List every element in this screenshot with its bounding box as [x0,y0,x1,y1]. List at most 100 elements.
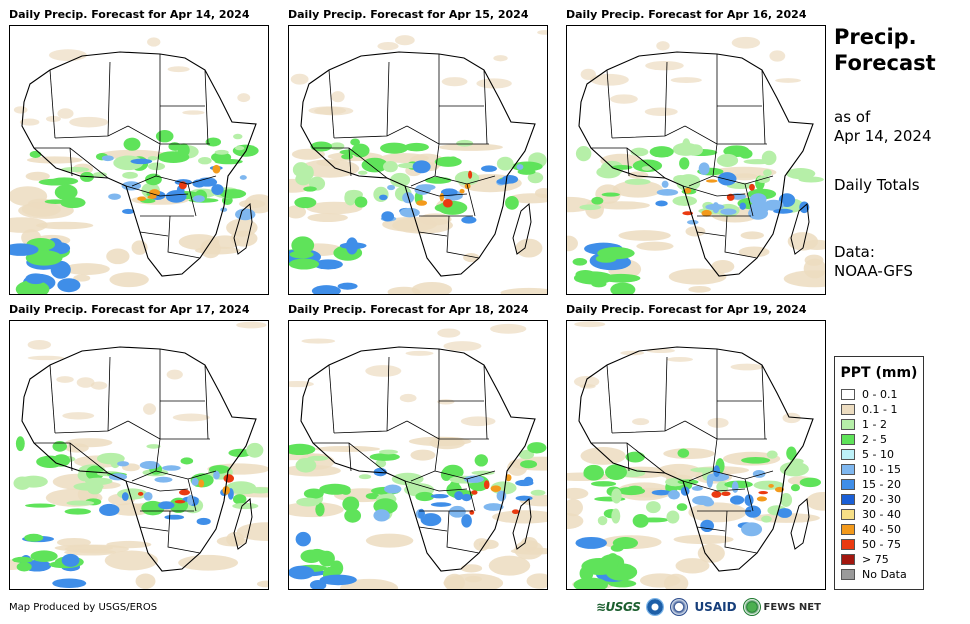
precip-ocean-band [581,558,618,576]
precip-moderate [289,443,316,456]
country-border [139,526,169,532]
precip-ocean-band [311,285,341,294]
precip-extreme [701,209,712,217]
precip-moderate [471,470,495,476]
panel-title-1: Daily Precip. Forecast for Apr 14, 2024 [9,8,250,21]
precip-extreme [223,474,235,483]
precip-moderate [198,157,212,165]
precip-moderate [404,142,429,152]
precip-heavy [420,513,442,527]
precip-heavy [412,160,431,174]
precip-light [56,376,74,383]
precip-extreme [212,164,221,174]
precip-light [707,417,729,428]
precip-moderate [786,446,797,461]
precip-light [688,502,747,523]
precip-moderate [246,442,264,458]
precip-moderate [60,166,90,173]
precip-moderate [741,456,771,464]
precip-heavy [777,508,793,518]
precip-moderate [232,494,247,505]
precip-moderate [520,460,538,469]
precip-heavy [379,194,388,201]
precip-heavy [712,202,720,214]
africa-map [10,37,268,294]
precip-light [147,37,161,47]
precip-light [441,77,468,87]
precip-moderate [798,176,824,183]
precip-light [62,412,95,420]
precip-moderate [679,157,690,170]
legend-item: > 75 [835,552,923,567]
precip-moderate [15,436,25,452]
precip-ocean-band [25,250,63,266]
precip-moderate [29,150,42,158]
precip-moderate [247,487,268,494]
precip-light [580,447,626,465]
precip-heavy [668,489,680,500]
precip-moderate [358,170,368,175]
precip-extreme [468,170,473,179]
precip-light [104,550,158,571]
precip-moderate [743,158,772,165]
precip-light [656,41,670,51]
precip-ocean-band [575,536,607,549]
precip-heavy [213,470,220,480]
precip-light [27,339,52,350]
coastline [21,51,257,277]
precip-light [365,533,414,548]
precip-heavy [730,495,745,505]
precip-extreme [683,187,692,194]
precip-light [290,73,309,85]
precip-moderate [383,161,398,173]
precip-moderate [756,175,771,184]
precip-extreme [137,196,147,201]
precip-moderate [295,457,317,473]
precip-light [307,213,348,223]
precip-moderate [761,515,772,523]
country-border [744,478,754,512]
precip-light [610,94,638,104]
precip-heavy [464,475,484,483]
as-of-block: as of Apr 14, 2024 [834,108,932,146]
precip-heavy [440,188,458,197]
legend-rows: 0 - 0.1 0.1 - 1 1 - 2 2 - 5 5 - 10 10 - 15 15 … [835,387,923,582]
precip-light [688,286,711,293]
precip-heavy [461,216,477,224]
precip-light [490,323,527,334]
precip-moderate [344,190,357,206]
madagascar-outline [790,497,810,550]
precip-moderate [36,455,64,468]
precip-ocean-band [597,247,635,260]
precip-heavy [496,490,507,502]
precip-light [628,171,649,179]
precip-ocean-band [574,273,599,284]
precip-moderate [233,133,243,140]
precip-light [300,159,360,178]
precip-moderate [442,464,464,480]
precip-ocean-band [610,544,624,552]
precip-light [236,321,267,329]
precip-heavy [448,505,466,518]
data-source: NOAA-GFS [834,262,913,280]
precip-light [473,538,490,551]
precip-extreme [711,490,722,498]
precip-moderate [92,171,107,178]
africa-map [289,323,547,589]
side-title-line2: Forecast [834,51,936,75]
precip-heavy [700,519,715,533]
precip-moderate [496,156,514,171]
precip-light [493,55,508,62]
country-border [328,364,335,434]
precip-light [580,68,596,81]
legend-label: 0 - 0.1 [862,388,898,401]
precip-light [666,357,694,362]
country-border [333,420,408,434]
precip-extreme [721,491,731,497]
usaid-logo: USAID [694,600,737,614]
precip-light [56,537,92,547]
precip-light [226,218,258,237]
country-border [466,478,476,512]
legend-item: 20 - 30 [835,492,923,507]
precip-ocean-band [573,577,608,589]
